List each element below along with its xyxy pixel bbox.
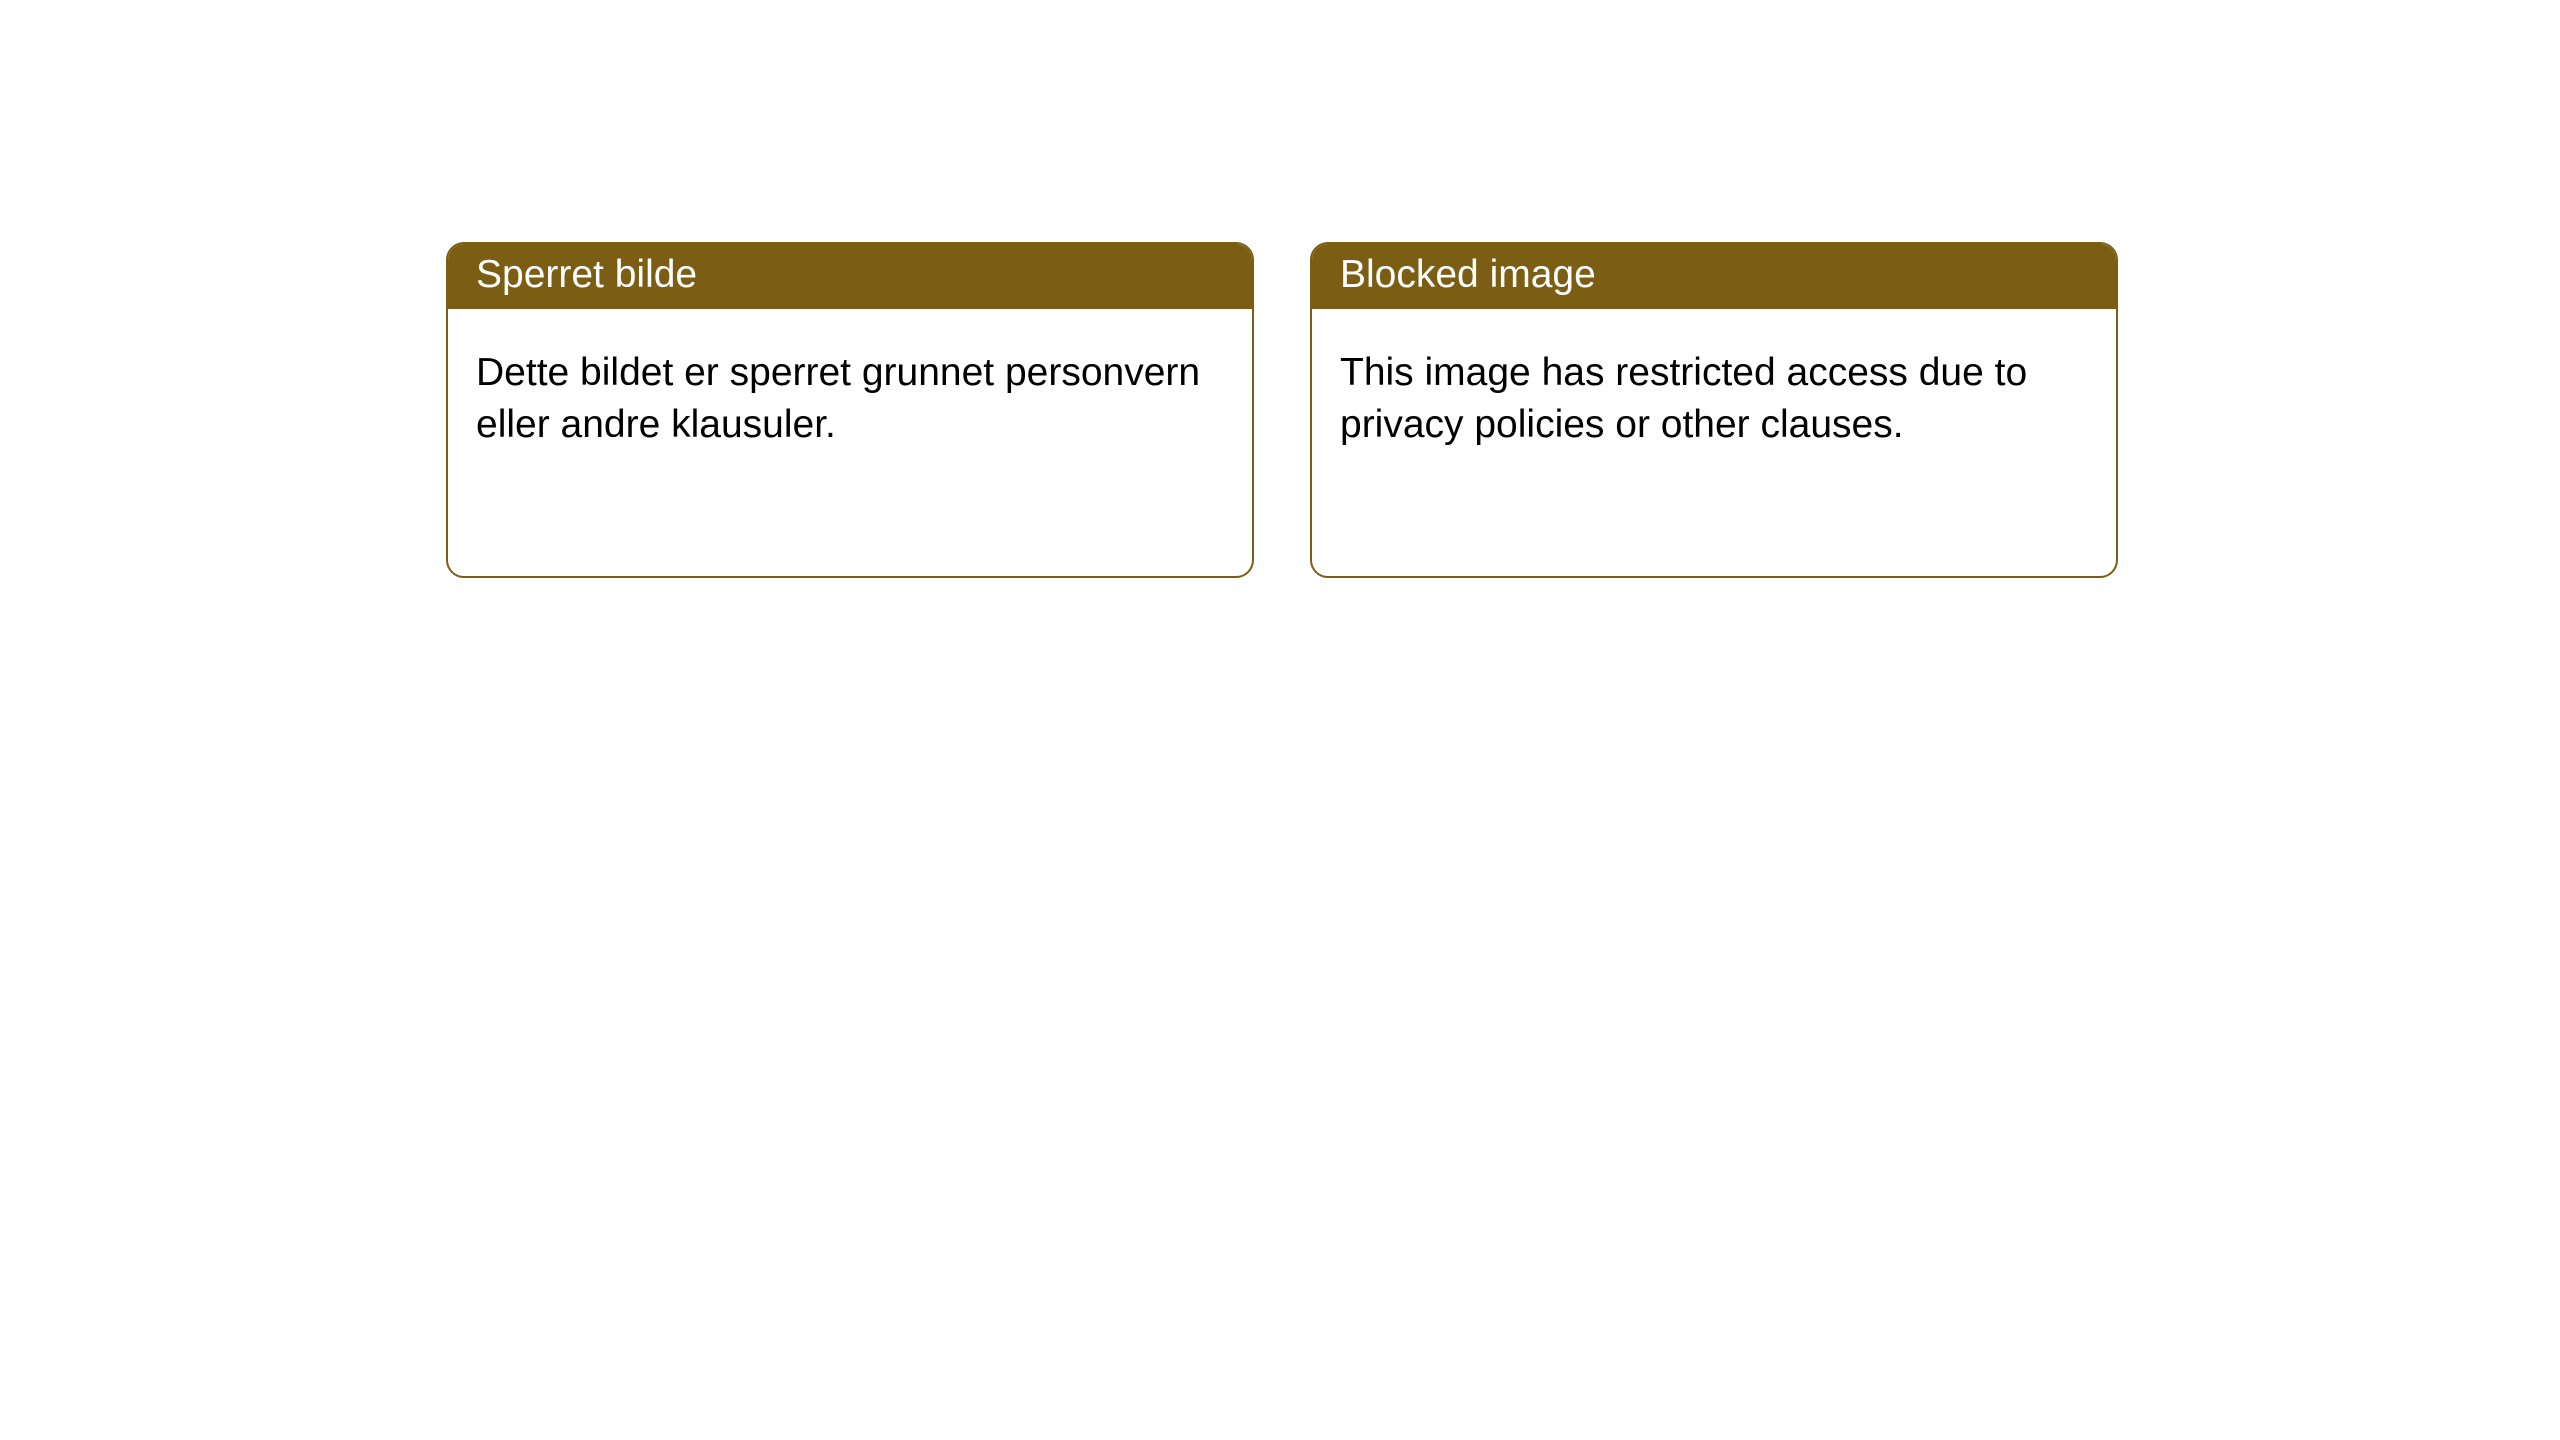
card-header-en: Blocked image	[1312, 244, 2116, 309]
card-message-en: This image has restricted access due to …	[1340, 351, 2027, 446]
card-header-no: Sperret bilde	[448, 244, 1252, 309]
blocked-image-card-en: Blocked image This image has restricted …	[1310, 242, 2118, 578]
card-title-no: Sperret bilde	[476, 253, 697, 296]
card-message-no: Dette bildet er sperret grunnet personve…	[476, 351, 1200, 446]
card-body-en: This image has restricted access due to …	[1312, 309, 2116, 479]
blocked-image-card-no: Sperret bilde Dette bildet er sperret gr…	[446, 242, 1254, 578]
card-title-en: Blocked image	[1340, 253, 1596, 296]
card-body-no: Dette bildet er sperret grunnet personve…	[448, 309, 1252, 479]
notice-container: Sperret bilde Dette bildet er sperret gr…	[0, 0, 2560, 578]
